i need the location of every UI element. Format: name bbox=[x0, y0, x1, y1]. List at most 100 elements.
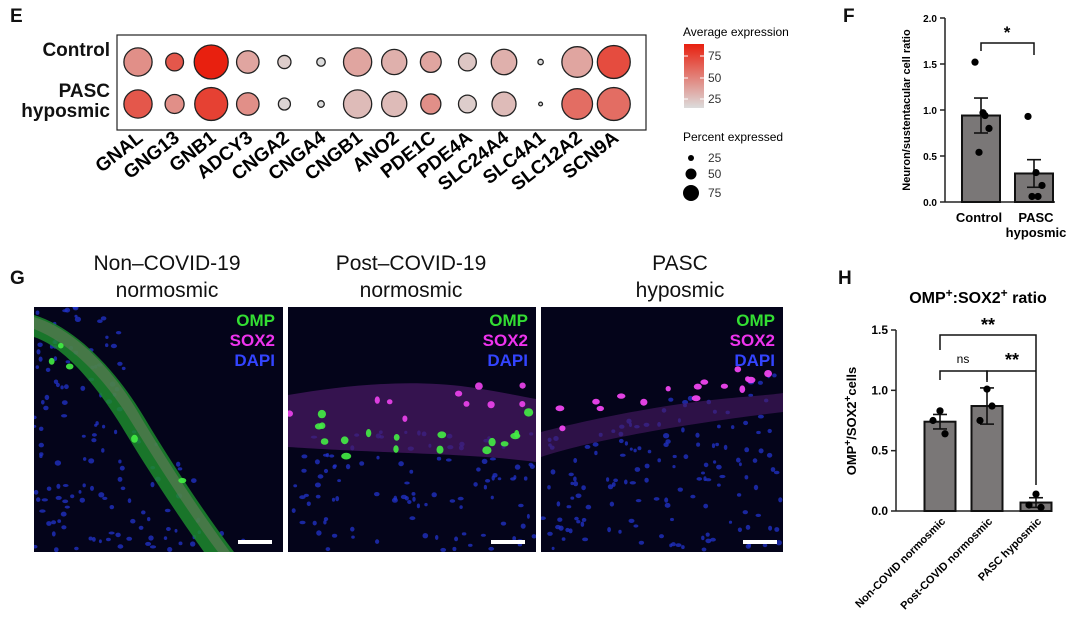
nucleus bbox=[39, 454, 43, 458]
nucleus bbox=[573, 476, 577, 482]
x-tick-label: hyposmic bbox=[1006, 225, 1067, 240]
nucleus bbox=[624, 441, 628, 446]
nucleus bbox=[500, 441, 509, 447]
nucleus bbox=[54, 460, 62, 466]
nucleus bbox=[65, 360, 71, 364]
significance-label-right: ** bbox=[1005, 350, 1019, 370]
data-point bbox=[988, 402, 996, 410]
nucleus bbox=[60, 385, 64, 390]
nucleus bbox=[121, 366, 126, 371]
nucleus bbox=[293, 484, 298, 488]
nucleus bbox=[756, 430, 761, 435]
nucleus bbox=[190, 541, 196, 547]
legend-expression-colorbar bbox=[684, 44, 704, 108]
nucleus bbox=[752, 458, 758, 463]
nucleus bbox=[62, 484, 69, 487]
nucleus bbox=[580, 521, 585, 527]
nucleus bbox=[705, 538, 712, 544]
bar-0 bbox=[923, 420, 957, 512]
nucleus bbox=[64, 505, 70, 509]
nucleus bbox=[105, 537, 111, 542]
nucleus bbox=[323, 517, 329, 522]
chart-title: OMP+:SOX2+ ratio bbox=[909, 286, 1047, 307]
nucleus bbox=[701, 535, 705, 541]
data-point bbox=[941, 430, 949, 438]
nucleus bbox=[115, 331, 122, 335]
nucleus bbox=[512, 536, 517, 541]
nucleus bbox=[320, 438, 329, 445]
channel-label-sox2: SOX2 bbox=[482, 331, 528, 350]
nucleus bbox=[719, 474, 726, 479]
nucleus bbox=[374, 396, 380, 404]
nucleus bbox=[570, 496, 575, 500]
nucleus bbox=[574, 516, 579, 521]
nucleus bbox=[422, 533, 429, 539]
x-tick-label: Control bbox=[956, 210, 1002, 225]
nucleus bbox=[573, 481, 579, 487]
nucleus bbox=[775, 540, 782, 546]
nucleus bbox=[83, 457, 87, 461]
nucleus bbox=[592, 442, 599, 447]
nucleus bbox=[570, 481, 574, 486]
significance-bracket-ns bbox=[939, 370, 988, 382]
nucleus bbox=[437, 431, 447, 439]
nucleus bbox=[43, 405, 49, 411]
nucleus bbox=[109, 505, 115, 510]
nucleus bbox=[79, 497, 85, 503]
nucleus bbox=[607, 484, 614, 490]
nucleus bbox=[510, 477, 516, 481]
y-axis-label: Neuron/sustentacular cell ratio bbox=[901, 29, 913, 191]
nucleus bbox=[130, 518, 136, 524]
nucleus bbox=[664, 502, 671, 508]
nucleus bbox=[518, 503, 524, 508]
legend-expression-title: Average expression bbox=[683, 25, 789, 39]
nucleus bbox=[100, 316, 107, 321]
nucleus bbox=[145, 541, 152, 546]
micrograph-non-covid-legend: OMP SOX2 DAPI bbox=[230, 311, 275, 371]
y-tick-label: 0.5 bbox=[871, 444, 888, 458]
nucleus bbox=[164, 508, 171, 513]
nucleus bbox=[514, 464, 521, 470]
nucleus bbox=[34, 415, 37, 420]
nucleus bbox=[46, 521, 52, 526]
nucleus bbox=[105, 335, 109, 339]
nucleus bbox=[147, 517, 151, 522]
nucleus bbox=[770, 467, 776, 472]
nucleus bbox=[359, 461, 365, 466]
nucleus bbox=[449, 499, 456, 503]
nucleus bbox=[705, 532, 710, 537]
nucleus bbox=[582, 537, 589, 542]
nucleus bbox=[402, 415, 408, 422]
nucleus bbox=[500, 521, 507, 526]
nucleus bbox=[119, 465, 125, 471]
nucleus bbox=[739, 385, 746, 393]
nucleus bbox=[663, 442, 669, 447]
data-point bbox=[1034, 192, 1042, 201]
dot-gnb1-control bbox=[193, 44, 229, 80]
nucleus bbox=[314, 482, 321, 488]
nucleus bbox=[299, 520, 306, 525]
nucleus bbox=[731, 425, 735, 430]
micrograph-title-non-covid-line1: Non–COVID-19 bbox=[93, 252, 241, 275]
legend-expression-tick: 75 bbox=[708, 49, 722, 63]
nucleus bbox=[341, 452, 352, 460]
nucleus bbox=[37, 342, 43, 348]
nucleus bbox=[468, 543, 473, 547]
nucleus bbox=[459, 505, 463, 509]
data-point bbox=[985, 124, 993, 132]
nucleus bbox=[541, 516, 546, 520]
nucleus bbox=[54, 547, 59, 552]
panel-f-letter: F bbox=[843, 6, 855, 27]
micrograph-title-non-covid: Non–COVID-19 normosmic bbox=[47, 250, 287, 304]
x-tick-label: Non-COVID normosmic bbox=[853, 516, 948, 611]
nucleus bbox=[575, 493, 582, 499]
nucleus bbox=[56, 483, 61, 489]
nucleus bbox=[766, 452, 773, 458]
legend-percent-tick: 25 bbox=[708, 151, 722, 165]
nucleus bbox=[738, 462, 742, 467]
micrograph-pasc-legend: OMP SOX2 DAPI bbox=[730, 311, 775, 371]
nucleus bbox=[634, 467, 641, 472]
nucleus bbox=[94, 423, 98, 427]
nucleus bbox=[48, 357, 55, 365]
data-point bbox=[1028, 192, 1036, 201]
